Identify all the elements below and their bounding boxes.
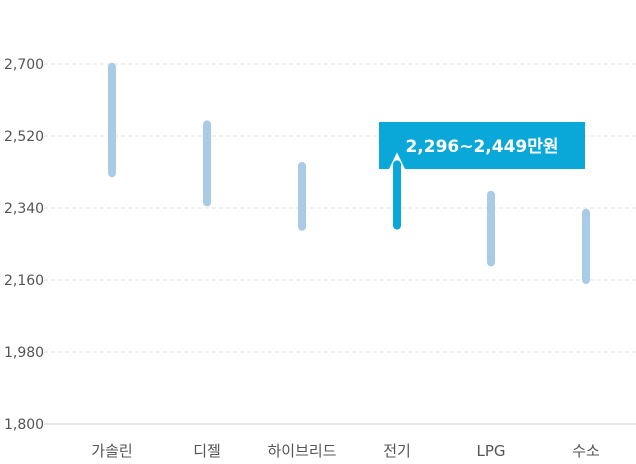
category-label: 가솔린 bbox=[91, 442, 132, 460]
y-tick-label: 1,980 bbox=[4, 345, 44, 361]
y-tick-label: 2,520 bbox=[4, 129, 44, 145]
category-label: 디젤 bbox=[193, 442, 221, 460]
grid-lines bbox=[44, 63, 636, 425]
category-label: 하이브리드 bbox=[267, 442, 336, 460]
tooltip: 2,296~2,449만원 bbox=[379, 122, 585, 169]
y-tick-label: 2,340 bbox=[4, 201, 44, 217]
category-label: LPG bbox=[476, 442, 505, 460]
y-tick-label: 2,700 bbox=[4, 57, 44, 73]
y-tick-label: 1,800 bbox=[4, 417, 44, 433]
category-label: 수소 bbox=[572, 442, 600, 460]
tooltip-background bbox=[379, 122, 585, 169]
y-tick-label: 2,160 bbox=[4, 273, 44, 289]
x-axis-labels: 가솔린 디젤 하이브리드 전기 LPG 수소 bbox=[91, 442, 600, 460]
tooltip-text: 2,296~2,449만원 bbox=[405, 137, 558, 157]
category-label: 전기 bbox=[383, 442, 411, 460]
y-axis-ticks: 2,700 2,520 2,340 2,160 1,980 1,800 bbox=[4, 57, 44, 433]
range-bars bbox=[108, 62, 590, 284]
